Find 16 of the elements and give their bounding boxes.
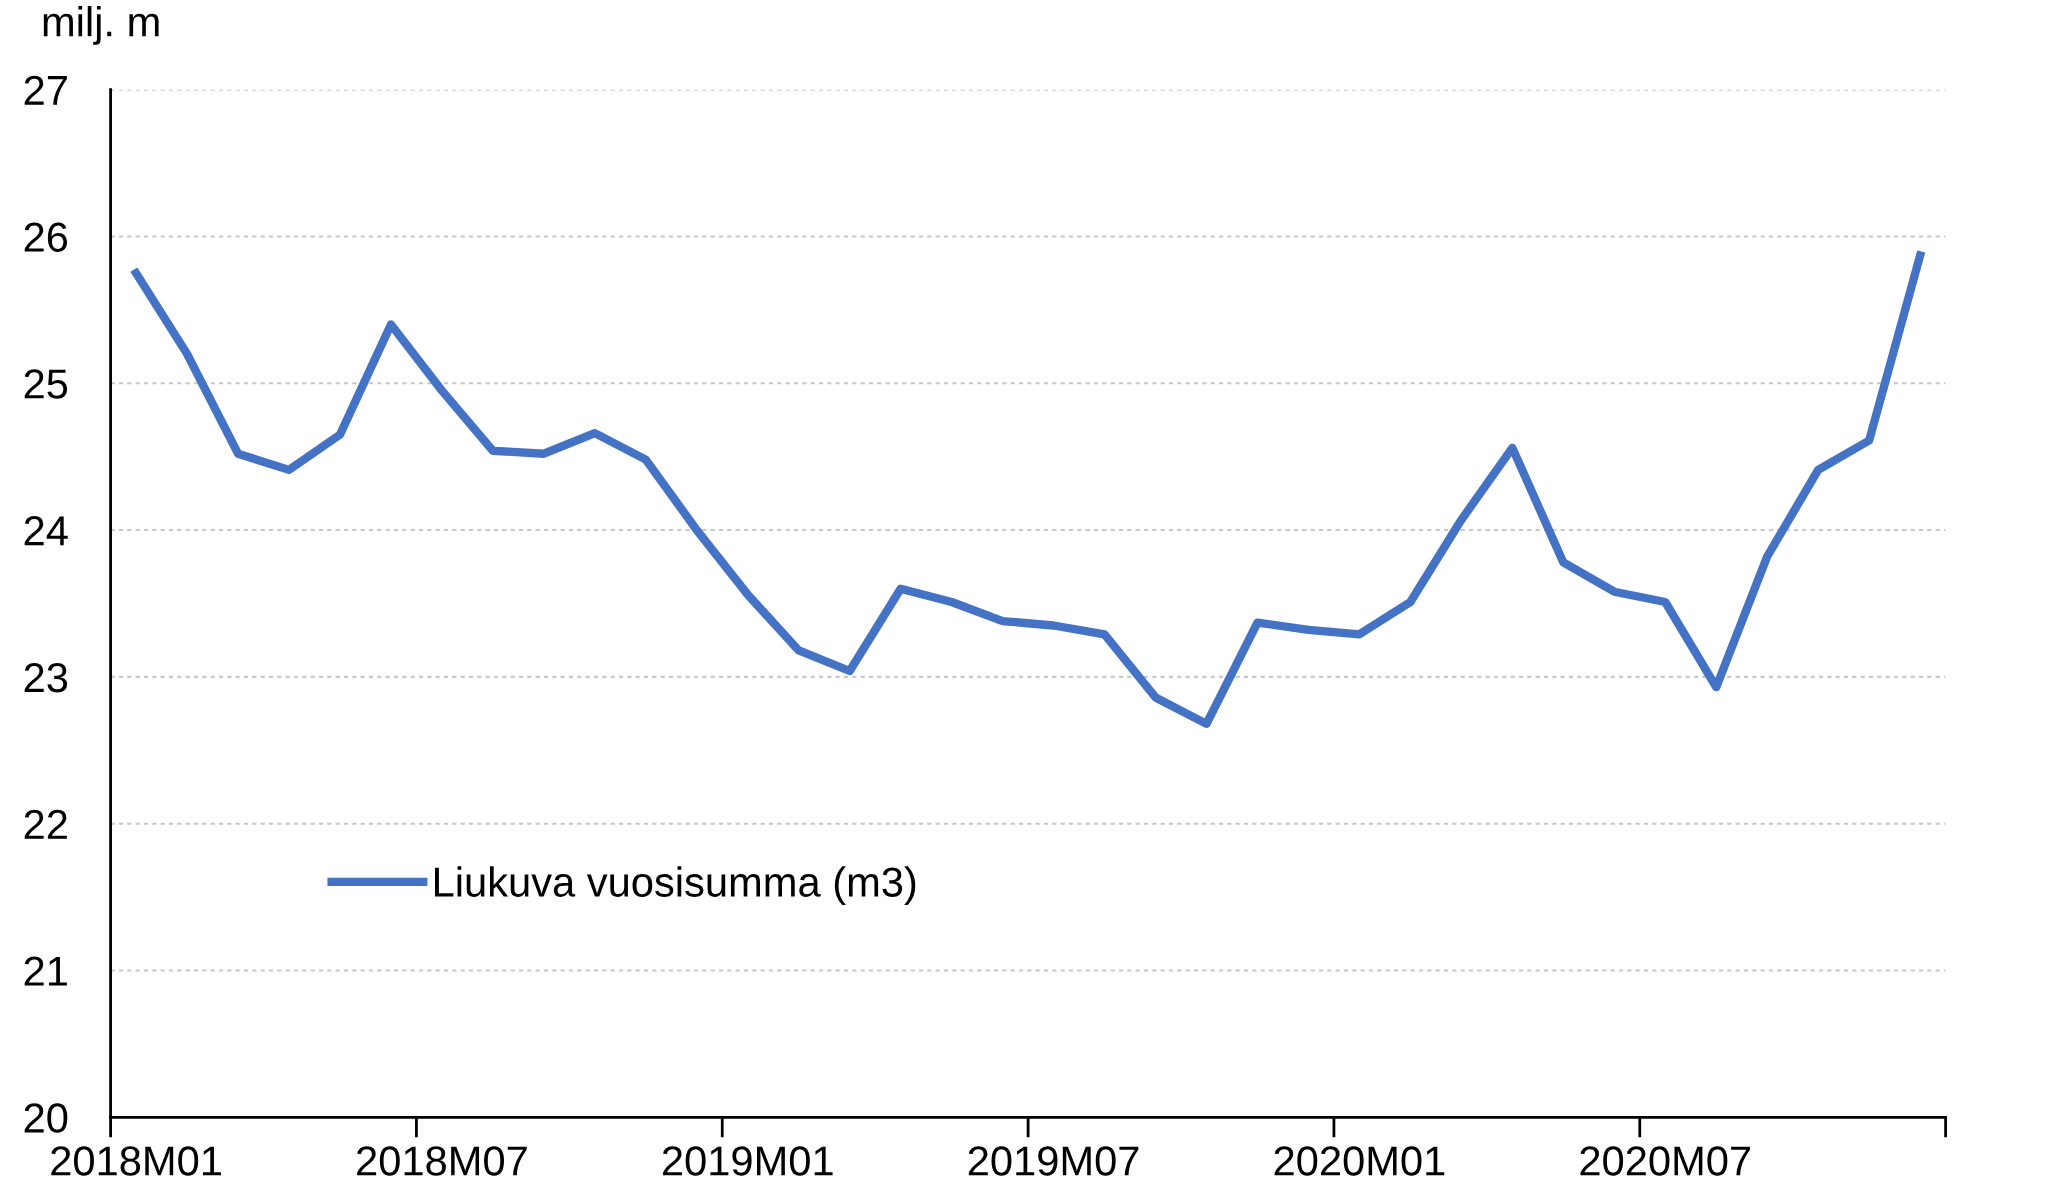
- y-tick-label: 25: [24, 369, 68, 399]
- x-tick-label: 2020M01: [1274, 1146, 1445, 1176]
- y-axis-title: milj. m: [43, 5, 159, 45]
- y-tick-label: 23: [24, 662, 68, 693]
- x-tick-label: 2018M07: [357, 1146, 527, 1176]
- y-tick-label: 24: [24, 516, 68, 546]
- x-tick-label: 2019M01: [662, 1146, 833, 1176]
- y-tick-label: 21: [24, 956, 67, 986]
- x-tick-label: 2018M01: [51, 1146, 221, 1176]
- x-tick-label: 2020M07: [1580, 1146, 1751, 1176]
- y-tick-label: 20: [24, 1103, 68, 1133]
- legend-label: Liukuva vuosisumma (m3): [435, 866, 916, 906]
- y-tick-label: 22: [24, 809, 67, 839]
- y-tick-label: 26: [24, 222, 68, 252]
- x-tick-label: 2019M07: [968, 1146, 1139, 1176]
- y-tick-label: 27: [24, 75, 67, 105]
